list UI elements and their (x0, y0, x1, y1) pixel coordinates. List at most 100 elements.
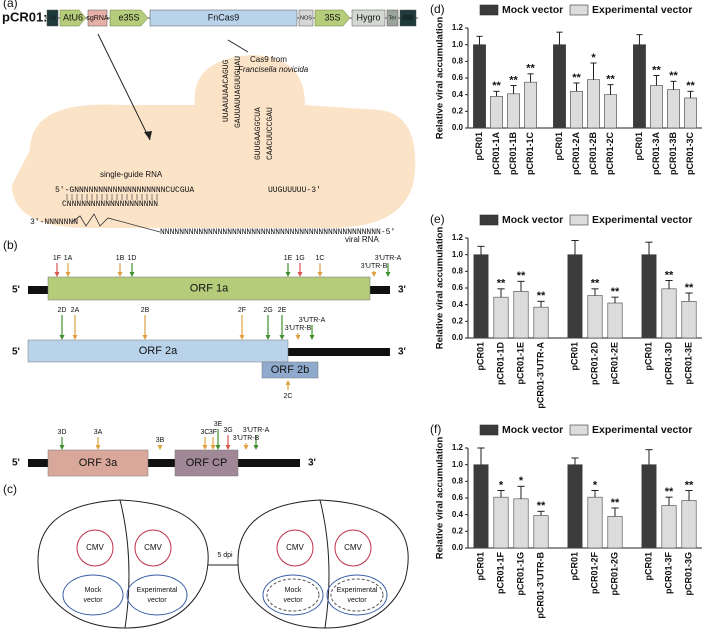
sequence: CNNNNNNNNNNNNNNNNNNN (62, 200, 158, 209)
y-tick-label: 0.4 (452, 90, 464, 99)
site-arrowhead (72, 335, 78, 340)
y-tick-label: 1.0 (452, 460, 464, 469)
element (399, 9, 417, 27)
x-tick-label: pCR01-2A (571, 132, 581, 176)
cmv-label: CMV (144, 543, 162, 552)
significance: * (591, 52, 596, 64)
site-label: 3D (58, 429, 67, 436)
site-label: 3'UTR-A (375, 255, 402, 262)
bar (507, 93, 520, 129)
site-arrowhead (371, 272, 377, 277)
site-arrowhead (117, 272, 123, 277)
y-tick-label: 1.2 (452, 233, 464, 242)
y-tick-label: 1.2 (452, 443, 464, 452)
x-tick-label: pCR01-2G (609, 552, 619, 596)
bar (641, 254, 657, 339)
significance: ** (652, 64, 661, 76)
site-arrowhead (385, 272, 391, 277)
y-tick-label: 0.2 (452, 526, 464, 535)
orf-label: ORF CP (186, 457, 228, 469)
site-label: 2E (278, 307, 287, 314)
leaf (37, 499, 209, 629)
significance: ** (492, 80, 501, 92)
orf (261, 361, 319, 379)
bar (661, 288, 677, 339)
y-tick-label: 0.6 (452, 493, 464, 502)
promoter (314, 9, 351, 27)
bar (513, 498, 529, 549)
x-tick-label: pCR01-1D (495, 342, 505, 386)
x-tick-label: pCR01-3G (683, 552, 693, 596)
infiltration-spot (62, 574, 124, 616)
site-label: 3'UTR-A (299, 317, 326, 324)
site-arrowhead (59, 445, 65, 450)
site-label: 2G (263, 307, 272, 314)
significance: ** (665, 486, 674, 498)
bar (587, 295, 603, 339)
y-tick-label: 0.0 (452, 543, 464, 552)
site-label: 1C (316, 255, 325, 262)
significance: ** (537, 500, 546, 512)
infiltration-spot (266, 578, 320, 612)
site-arrowhead (129, 272, 135, 277)
y-tick-label: 0.4 (452, 300, 464, 309)
zigzag (71, 213, 161, 233)
significance: ** (685, 282, 694, 294)
significance: ** (497, 278, 506, 290)
part-label: e35S (118, 12, 139, 22)
cmv-spot (334, 529, 372, 567)
hairpin: GAUUAUUAGUUGUAU (234, 56, 243, 128)
arrowhead (144, 131, 152, 140)
significance: ** (611, 286, 620, 298)
legend-swatch (479, 424, 499, 436)
bar (607, 516, 623, 549)
y-tick-label: 0.2 (452, 106, 464, 115)
infiltration-spot (126, 574, 188, 616)
midrib (319, 499, 330, 629)
leaf (237, 499, 409, 629)
end-label: 5' (12, 285, 20, 296)
panel-label: (b) (3, 238, 18, 252)
site-arrowhead (215, 445, 221, 450)
site-label: 1E (284, 255, 293, 262)
part-label: Ter (389, 15, 397, 21)
orf (47, 449, 149, 477)
y-tick-label: 0.6 (452, 283, 464, 292)
site-label: 3A (94, 429, 103, 436)
x-tick-label: pCR01-3A (651, 132, 661, 176)
x-tick-label: pCR01 (569, 342, 579, 371)
bar (533, 306, 549, 339)
part-label: FnCas9 (208, 12, 240, 22)
x-tick-label: pCR01-1B (508, 132, 518, 176)
pointer (97, 33, 151, 141)
midrib (119, 499, 130, 629)
site-label: 3B (156, 437, 165, 444)
legend-swatch (569, 214, 589, 226)
significance: ** (537, 290, 546, 302)
promoter (59, 9, 87, 27)
cmv-spot (76, 529, 114, 567)
y-tick-label: 0.2 (452, 316, 464, 325)
x-tick-label: pCR01-1A (491, 132, 501, 176)
element (149, 9, 298, 27)
site-label: 2F (238, 307, 246, 314)
legend-label: Mock vector (502, 214, 563, 226)
significance: * (499, 479, 504, 491)
y-tick-label: 1.0 (452, 40, 464, 49)
x-tick-label: pCR01-3C (685, 132, 695, 176)
significance: ** (572, 72, 581, 84)
site-label: 3'UTR-B (233, 435, 260, 442)
part-label: AtU6 (63, 12, 83, 22)
significance: * (519, 475, 524, 487)
x-tick-label: pCR01 (554, 132, 564, 161)
x-tick-label: pCR01-1G (515, 552, 525, 596)
y-tick-label: 0.0 (452, 333, 464, 342)
bar (553, 44, 566, 129)
legend-label: Mock vector (502, 4, 563, 16)
y-tick-label: 0.6 (452, 73, 464, 82)
legend-swatch (569, 4, 589, 16)
significance: * (593, 479, 598, 491)
orf (47, 276, 371, 301)
cmv-label: CMV (344, 543, 362, 552)
site-label: 2A (71, 307, 80, 314)
